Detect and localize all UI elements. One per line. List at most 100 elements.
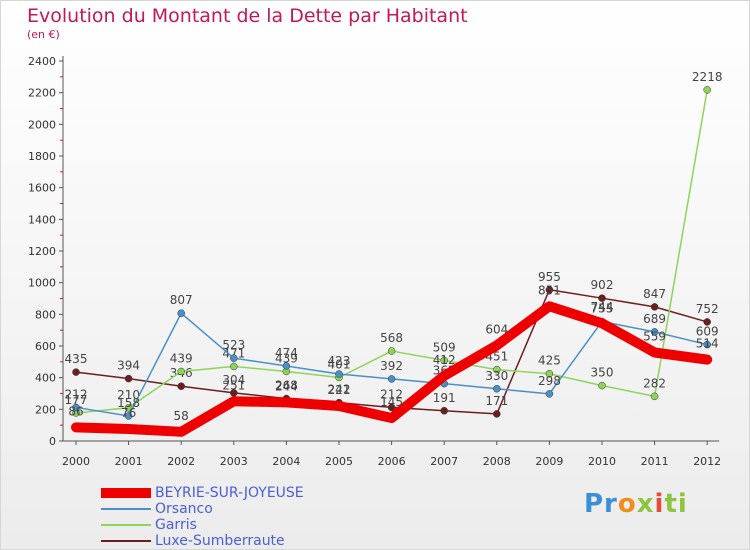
data-label: 158 <box>117 396 140 410</box>
y-tick-label: 2200 <box>28 87 56 100</box>
data-label: 268 <box>275 379 298 393</box>
data-label: 425 <box>538 354 561 368</box>
data-point <box>387 347 396 355</box>
chart-title: Evolution du Montant de la Dette par Hab… <box>27 5 468 27</box>
data-point <box>703 340 711 349</box>
legend-label: Garris <box>155 517 197 533</box>
data-label: 609 <box>696 325 719 339</box>
data-label: 171 <box>485 394 508 408</box>
data-label: 955 <box>538 270 561 284</box>
data-label: 210 <box>117 388 140 402</box>
x-tick-label: 2008 <box>483 455 511 468</box>
data-point <box>282 362 291 370</box>
data-label: 282 <box>643 376 666 390</box>
x-tick-label: 2005 <box>325 455 353 468</box>
y-tick-label: 1800 <box>28 150 56 163</box>
y-tick-label: 600 <box>35 340 56 353</box>
y-tick-label: 0 <box>49 435 56 448</box>
data-label: 807 <box>170 293 193 307</box>
data-label: 244 <box>275 379 298 393</box>
data-point <box>72 368 80 376</box>
x-tick-label: 2009 <box>535 455 563 468</box>
legend-label: Orsanco <box>155 501 213 517</box>
data-label: 847 <box>643 287 666 301</box>
data-label: 471 <box>222 346 245 360</box>
series-line <box>71 301 713 437</box>
data-label: 86 <box>68 404 83 418</box>
data-point <box>703 86 711 94</box>
data-label: 523 <box>222 338 245 352</box>
y-tick-label: 1600 <box>28 182 56 195</box>
y-tick-label: 2400 <box>28 55 56 68</box>
data-label: 221 <box>328 383 351 397</box>
y-tick-label: 800 <box>35 308 56 321</box>
data-label: 392 <box>380 359 403 373</box>
data-label: 423 <box>328 354 351 368</box>
data-label: 76 <box>121 406 136 420</box>
data-label: 401 <box>328 358 351 372</box>
data-point <box>650 328 659 336</box>
y-tick-label: 200 <box>35 403 56 416</box>
data-point <box>387 375 396 383</box>
data-label: 394 <box>117 359 140 373</box>
data-label: 439 <box>275 351 298 365</box>
y-tick-label: 2000 <box>28 118 56 131</box>
proxiti-logo: Proxiti <box>584 489 688 519</box>
data-point <box>124 374 133 383</box>
data-label: 755 <box>591 301 614 315</box>
data-label: 689 <box>643 312 666 326</box>
data-label: 191 <box>433 391 456 405</box>
data-label: 330 <box>485 369 508 383</box>
data-point <box>230 354 238 362</box>
legend-swatch <box>101 540 151 542</box>
data-point <box>598 381 606 390</box>
y-tick-label: 1200 <box>28 245 56 258</box>
x-tick-label: 2007 <box>430 455 458 468</box>
y-tick-label: 400 <box>35 372 56 385</box>
x-tick-label: 2001 <box>115 455 143 468</box>
data-label: 474 <box>275 346 298 360</box>
legend-label: Luxe-Sumberraute <box>155 533 285 549</box>
data-point <box>177 367 185 376</box>
x-tick-label: 2012 <box>693 455 721 468</box>
data-label: 212 <box>380 387 403 401</box>
data-point <box>335 370 343 378</box>
y-tick-label: 1000 <box>28 277 56 290</box>
data-label: 242 <box>328 383 351 397</box>
data-point <box>650 303 659 311</box>
data-label: 851 <box>538 283 561 297</box>
data-point <box>440 356 448 365</box>
data-label: 902 <box>591 278 614 292</box>
y-tick-label: 1400 <box>28 213 56 226</box>
data-label: 752 <box>696 302 719 316</box>
data-label: 145 <box>380 395 403 409</box>
data-label: 568 <box>380 331 403 345</box>
x-tick-label: 2002 <box>167 455 195 468</box>
data-point <box>493 365 501 374</box>
data-point <box>493 410 501 418</box>
data-label: 559 <box>643 329 666 343</box>
data-label: 509 <box>433 340 456 354</box>
data-label: 251 <box>222 378 245 392</box>
data-point <box>545 369 554 378</box>
data-point <box>545 390 554 398</box>
data-point <box>545 286 554 294</box>
data-point <box>72 403 80 412</box>
data-label: 177 <box>65 393 88 407</box>
data-label: 435 <box>65 352 88 366</box>
chart-unit: (en €) <box>27 28 60 41</box>
data-point <box>703 318 711 326</box>
data-label: 744 <box>591 300 614 314</box>
legend-label: BEYRIE-SUR-JOYEUSE <box>155 485 304 501</box>
x-tick-label: 2006 <box>378 455 406 468</box>
data-point <box>598 294 606 302</box>
data-label: 2218 <box>692 70 723 84</box>
data-label: 304 <box>222 373 245 387</box>
data-label: 212 <box>65 387 88 401</box>
x-tick-label: 2011 <box>641 455 669 468</box>
data-point <box>387 403 396 412</box>
legend-swatch <box>101 488 151 498</box>
data-point <box>440 407 448 415</box>
data-point <box>177 309 185 317</box>
